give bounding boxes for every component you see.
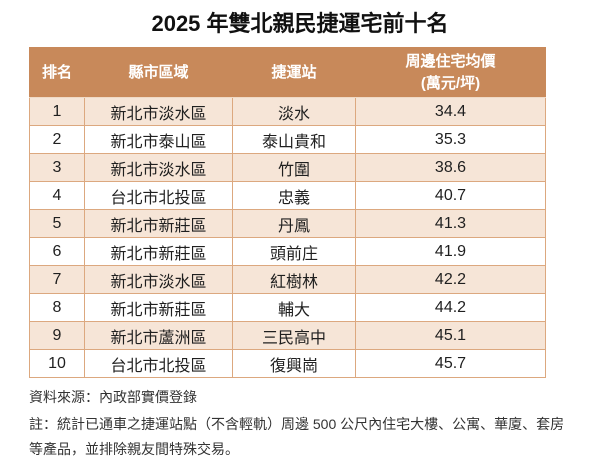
district-cell: 新北市新莊區 bbox=[84, 209, 233, 238]
table-row: 1 新北市淡水區 淡水 34.4 bbox=[29, 97, 546, 126]
station-cell: 復興崗 bbox=[232, 349, 356, 378]
table-row: 2 新北市泰山區 泰山貴和 35.3 bbox=[29, 125, 546, 154]
price-cell: 35.3 bbox=[355, 125, 546, 154]
source-note: 資料來源：內政部實價登錄 bbox=[29, 389, 197, 405]
price-cell: 45.1 bbox=[355, 321, 546, 350]
rank-cell: 5 bbox=[29, 209, 85, 238]
footer: 資料來源：內政部實價登錄 註：統計已通車之捷運站點（不含輕軌）周邊 500 公尺… bbox=[29, 387, 577, 462]
station-cell: 頭前庄 bbox=[232, 237, 356, 266]
rank-cell: 3 bbox=[29, 153, 85, 182]
station-cell: 輔大 bbox=[232, 293, 356, 322]
rank-cell: 7 bbox=[29, 265, 85, 294]
table-row: 7 新北市淡水區 紅樹林 42.2 bbox=[29, 265, 546, 294]
price-cell: 38.6 bbox=[355, 153, 546, 182]
district-cell: 新北市蘆洲區 bbox=[84, 321, 233, 350]
col-header-price: 周邊住宅均價 (萬元/坪) bbox=[355, 47, 546, 98]
district-cell: 新北市淡水區 bbox=[84, 97, 233, 126]
price-cell: 42.2 bbox=[355, 265, 546, 294]
table-row: 6 新北市新莊區 頭前庄 41.9 bbox=[29, 237, 546, 266]
col-header-price-line2: (萬元/坪) bbox=[420, 74, 481, 92]
district-cell: 新北市新莊區 bbox=[84, 237, 233, 266]
price-cell: 40.7 bbox=[355, 181, 546, 210]
station-cell: 丹鳳 bbox=[232, 209, 356, 238]
station-cell: 竹圍 bbox=[232, 153, 356, 182]
table-header: 排名 縣市區域 捷運站 周邊住宅均價 (萬元/坪) bbox=[29, 47, 546, 98]
col-header-district: 縣市區域 bbox=[84, 47, 233, 98]
table-row: 4 台北市北投區 忠義 40.7 bbox=[29, 181, 546, 210]
table-row: 9 新北市蘆洲區 三民高中 45.1 bbox=[29, 321, 546, 350]
rank-cell: 8 bbox=[29, 293, 85, 322]
col-header-rank: 排名 bbox=[29, 47, 85, 98]
footnote: 註：統計已通車之捷運站點（不含輕軌）周邊 500 公尺內住宅大樓、公寓、華廈、套… bbox=[29, 416, 565, 457]
station-cell: 三民高中 bbox=[232, 321, 356, 350]
rank-cell: 6 bbox=[29, 237, 85, 266]
station-cell: 泰山貴和 bbox=[232, 125, 356, 154]
price-cell: 45.7 bbox=[355, 349, 546, 378]
table-body: 1 新北市淡水區 淡水 34.4 2 新北市泰山區 泰山貴和 35.3 3 新北市淡水區 竹圍 38.… bbox=[29, 97, 546, 378]
table-row: 5 新北市新莊區 丹鳳 41.3 bbox=[29, 209, 546, 238]
price-cell: 41.9 bbox=[355, 237, 546, 266]
col-header-station: 捷運站 bbox=[232, 47, 356, 98]
rank-cell: 1 bbox=[29, 97, 85, 126]
rank-cell: 4 bbox=[29, 181, 85, 210]
table-row: 8 新北市新莊區 輔大 44.2 bbox=[29, 293, 546, 322]
page-title: 2025 年雙北親民捷運宅前十名 bbox=[151, 11, 449, 36]
rank-cell: 9 bbox=[29, 321, 85, 350]
header-row: 排名 縣市區域 捷運站 周邊住宅均價 (萬元/坪) bbox=[29, 47, 546, 98]
price-cell: 44.2 bbox=[355, 293, 546, 322]
district-cell: 新北市淡水區 bbox=[84, 153, 233, 182]
col-header-price-line1: 周邊住宅均價 bbox=[405, 52, 496, 70]
price-cell: 34.4 bbox=[355, 97, 546, 126]
table-row: 3 新北市淡水區 竹圍 38.6 bbox=[29, 153, 546, 182]
station-cell: 忠義 bbox=[232, 181, 356, 210]
station-cell: 淡水 bbox=[232, 97, 356, 126]
district-cell: 新北市淡水區 bbox=[84, 265, 233, 294]
ranking-table: 排名 縣市區域 捷運站 周邊住宅均價 (萬元/坪) 1 新北市淡水區 淡水 34.4 2… bbox=[29, 47, 546, 378]
rank-cell: 2 bbox=[29, 125, 85, 154]
district-cell: 台北市北投區 bbox=[84, 349, 233, 378]
district-cell: 新北市泰山區 bbox=[84, 125, 233, 154]
rank-cell: 10 bbox=[29, 349, 85, 378]
district-cell: 台北市北投區 bbox=[84, 181, 233, 210]
table-row: 10 台北市北投區 復興崗 45.7 bbox=[29, 349, 546, 378]
price-cell: 41.3 bbox=[355, 209, 546, 238]
district-cell: 新北市新莊區 bbox=[84, 293, 233, 322]
station-cell: 紅樹林 bbox=[232, 265, 356, 294]
